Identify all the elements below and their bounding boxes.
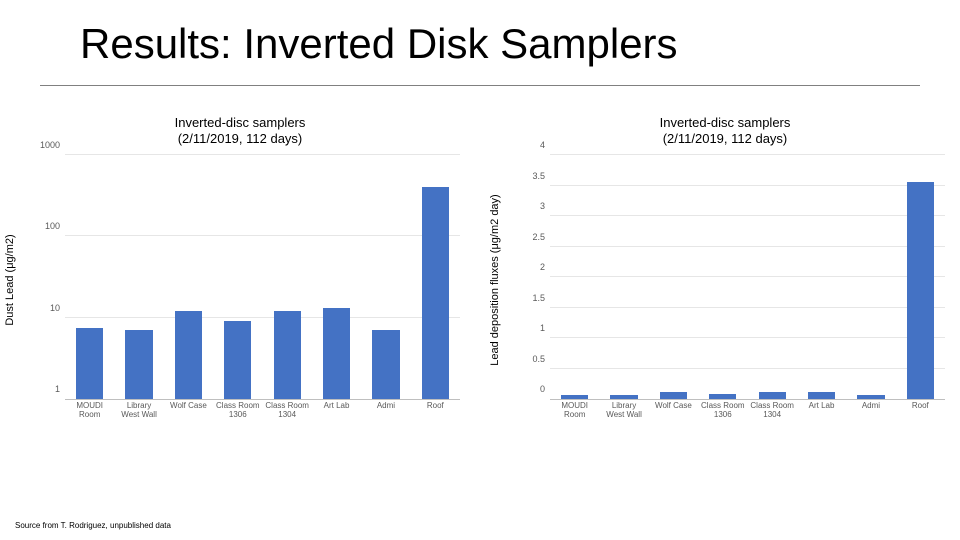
left-chart-title-line2: (2/11/2019, 112 days) [178, 131, 303, 146]
x-tick-label: LibraryWest Wall [599, 399, 648, 420]
y-tick-label: 3.5 [515, 171, 545, 181]
bar [422, 187, 449, 399]
x-tick-label: Wolf Case [164, 399, 213, 411]
bar [907, 182, 934, 399]
x-tick-label: Admi [846, 399, 895, 411]
bar [175, 311, 202, 399]
source-note: Source from T. Rodriguez, unpublished da… [15, 521, 171, 530]
y-tick-label: 3 [515, 201, 545, 211]
x-tick-label: Class Room1304 [748, 399, 797, 420]
bar [709, 394, 736, 399]
y-tick-label: 4 [515, 140, 545, 150]
x-tick-label: LibraryWest Wall [114, 399, 163, 420]
right-chart-title-line2: (2/11/2019, 112 days) [663, 131, 788, 146]
x-tick-label: MOUDIRoom [550, 399, 599, 420]
bar [323, 308, 350, 399]
right-chart-title-line1: Inverted-disc samplers [660, 115, 791, 130]
right-chart-title: Inverted-disc samplers (2/11/2019, 112 d… [500, 115, 950, 146]
left-chart-title: Inverted-disc samplers (2/11/2019, 112 d… [15, 115, 465, 146]
x-tick-label: Wolf Case [649, 399, 698, 411]
gridline [550, 307, 945, 308]
title-underline [40, 85, 920, 86]
y-tick-label: 100 [30, 221, 60, 231]
gridline [550, 246, 945, 247]
gridline [65, 235, 460, 236]
y-tick-label: 0.5 [515, 354, 545, 364]
bar [274, 311, 301, 399]
bar [857, 395, 884, 399]
y-tick-label: 1 [30, 384, 60, 394]
slide: Results: Inverted Disk Samplers Inverted… [0, 0, 960, 540]
right-chart: Inverted-disc samplers (2/11/2019, 112 d… [500, 115, 950, 445]
bar [610, 395, 637, 399]
gridline [550, 215, 945, 216]
gridline [550, 276, 945, 277]
x-tick-label: Class Room1304 [263, 399, 312, 420]
x-tick-label: Art Lab [312, 399, 361, 411]
bar [808, 392, 835, 399]
x-tick-label: Roof [411, 399, 460, 411]
gridline [65, 317, 460, 318]
slide-title: Results: Inverted Disk Samplers [80, 20, 880, 68]
bar [660, 392, 687, 399]
right-plot-area: 00.511.522.533.54MOUDIRoomLibraryWest Wa… [550, 155, 945, 400]
left-chart-title-line1: Inverted-disc samplers [175, 115, 306, 130]
bar [759, 392, 786, 399]
x-tick-label: Class Room1306 [213, 399, 262, 420]
gridline [550, 337, 945, 338]
gridline [550, 154, 945, 155]
y-tick-label: 1 [515, 323, 545, 333]
gridline [550, 185, 945, 186]
y-tick-label: 1.5 [515, 293, 545, 303]
x-tick-label: MOUDIRoom [65, 399, 114, 420]
x-tick-label: Class Room1306 [698, 399, 747, 420]
x-tick-label: Roof [896, 399, 945, 411]
bar [76, 328, 103, 399]
bar [372, 330, 399, 399]
gridline [65, 154, 460, 155]
left-y-axis-label: Dust Lead (μg/m2) [4, 234, 16, 325]
y-tick-label: 2 [515, 262, 545, 272]
y-tick-label: 2.5 [515, 232, 545, 242]
x-tick-label: Admi [361, 399, 410, 411]
right-y-axis-label: Lead deposition fluxes (μg/m2 day) [489, 194, 501, 365]
bar [125, 330, 152, 399]
y-tick-label: 0 [515, 384, 545, 394]
gridline [550, 368, 945, 369]
bar [224, 321, 251, 399]
left-chart: Inverted-disc samplers (2/11/2019, 112 d… [15, 115, 465, 445]
x-tick-label: Art Lab [797, 399, 846, 411]
y-tick-label: 10 [30, 303, 60, 313]
y-tick-label: 1000 [30, 140, 60, 150]
bar [561, 395, 588, 399]
left-plot-area: 1101001000MOUDIRoomLibraryWest WallWolf … [65, 155, 460, 400]
